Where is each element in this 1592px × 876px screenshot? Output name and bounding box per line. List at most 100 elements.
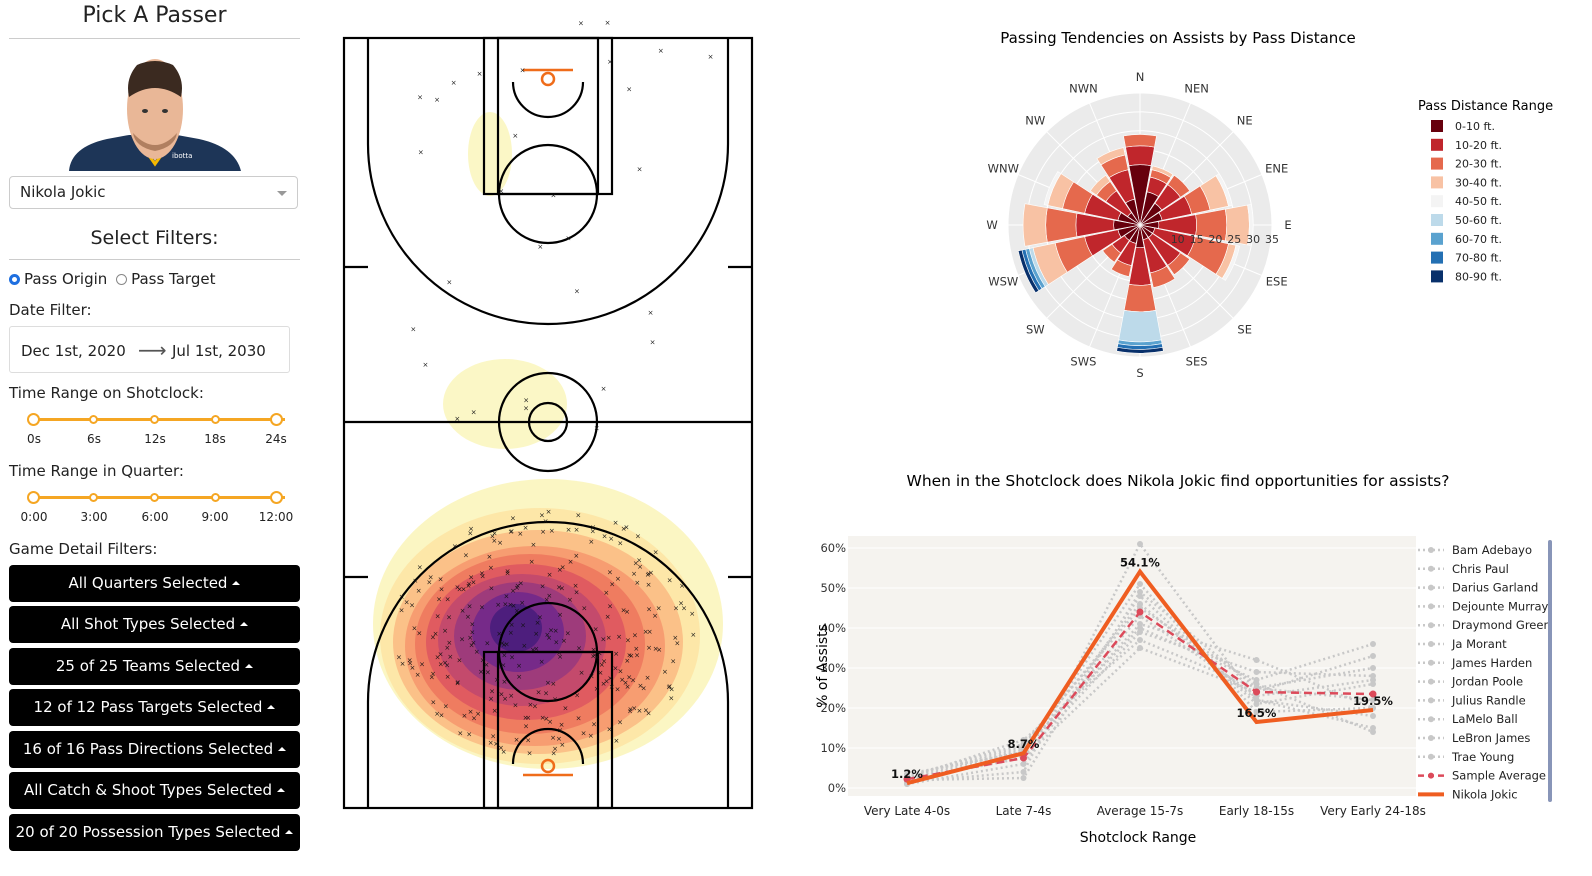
series-point[interactable] <box>1020 775 1027 781</box>
legend-label[interactable]: 30-40 ft. <box>1455 176 1502 189</box>
legend-label[interactable]: 20-30 ft. <box>1455 158 1502 171</box>
legend-label[interactable]: Draymond Green <box>1452 618 1551 632</box>
polar-bar-segment[interactable] <box>1022 203 1048 247</box>
polar-bar-segment[interactable] <box>1017 249 1040 294</box>
polar-bar-segment[interactable] <box>1116 347 1164 354</box>
pass-target-radio[interactable] <box>116 274 128 285</box>
series-point[interactable] <box>1137 581 1143 587</box>
polar-bar-segment[interactable] <box>1167 252 1191 276</box>
quarter-min-handle[interactable] <box>27 491 40 504</box>
legend-label[interactable]: Ja Morant <box>1451 637 1507 651</box>
series-line[interactable] <box>906 594 1374 786</box>
polar-bar-segment[interactable] <box>1125 145 1155 167</box>
polar-bar-segment[interactable] <box>1043 171 1062 206</box>
legend-label[interactable]: Darius Garland <box>1452 581 1538 595</box>
legend-label[interactable]: LaMelo Ball <box>1452 712 1518 726</box>
legend-swatch[interactable] <box>1431 176 1443 189</box>
catch-shoot-filter-button[interactable]: All Catch & Shoot Types Selected <box>9 772 300 809</box>
series-point[interactable] <box>1253 657 1260 663</box>
series-line[interactable] <box>906 606 1374 778</box>
polar-bar-segment[interactable] <box>1118 309 1162 343</box>
legend-swatch[interactable] <box>1431 270 1443 283</box>
legend-label[interactable]: 60-70 ft. <box>1455 233 1502 246</box>
date-range-picker[interactable]: Dec 1st, 2020 ⟶ Jul 1st, 2030 <box>9 326 290 373</box>
legend-label[interactable]: 50-60 ft. <box>1455 214 1502 227</box>
series-point[interactable] <box>1137 625 1143 631</box>
legend-swatch[interactable] <box>1431 195 1443 208</box>
series-line[interactable] <box>906 630 1374 784</box>
legend-label[interactable]: 70-80 ft. <box>1455 252 1502 265</box>
series-point[interactable] <box>1136 608 1144 616</box>
series-point[interactable] <box>1369 690 1377 698</box>
legend-label[interactable]: Jordan Poole <box>1451 675 1523 689</box>
series-point[interactable] <box>1020 761 1027 767</box>
legend-label[interactable]: Julius Randle <box>1451 693 1526 707</box>
series-line[interactable] <box>906 568 1374 786</box>
quarter-max-handle[interactable] <box>270 491 283 504</box>
legend-swatch[interactable] <box>1431 120 1443 132</box>
legend-swatch[interactable] <box>1431 232 1443 245</box>
legend-label[interactable]: James Harden <box>1451 656 1532 670</box>
legend-label[interactable]: LeBron James <box>1452 731 1530 745</box>
polar-bar-segment[interactable] <box>1149 265 1176 289</box>
teams-filter-button[interactable]: 25 of 25 Teams Selected <box>9 648 300 685</box>
player-select[interactable]: Nikola Jokic <box>9 176 298 209</box>
series-point[interactable] <box>1253 701 1260 707</box>
pass-directions-filter-button[interactable]: 16 of 16 Pass Directions Selected <box>9 731 300 768</box>
pass-targets-filter-button[interactable]: 12 of 12 Pass Targets Selected <box>9 689 300 726</box>
series-point[interactable] <box>1137 589 1143 595</box>
polar-bar-segment[interactable] <box>1221 245 1240 281</box>
series-point[interactable] <box>1020 754 1027 762</box>
date-end-input[interactable]: Jul 1st, 2030 <box>172 342 266 360</box>
series-point[interactable] <box>1137 637 1143 643</box>
polar-bar-segment[interactable] <box>1123 134 1157 148</box>
shotclock-max-handle[interactable] <box>270 413 283 426</box>
series-point[interactable] <box>1370 729 1376 735</box>
polar-bar-segment[interactable] <box>1167 174 1191 198</box>
series-line[interactable] <box>906 602 1374 778</box>
polar-bar-segment[interactable] <box>1045 207 1078 243</box>
possession-types-filter-button[interactable]: 20 of 20 Possession Types Selected <box>9 814 300 851</box>
legend-swatch[interactable] <box>1431 214 1443 226</box>
legend-label[interactable]: Dejounte Murray <box>1452 599 1548 613</box>
series-point[interactable] <box>1137 541 1143 547</box>
pass-origin-radio[interactable] <box>9 274 20 285</box>
chevron-down-icon[interactable] <box>277 191 287 196</box>
line-legend[interactable]: Bam Adebayo Chris Paul Darius Garland Dejou… <box>1418 543 1551 801</box>
series-point[interactable] <box>1370 665 1376 671</box>
legend-swatch[interactable] <box>1431 157 1443 170</box>
series-point[interactable] <box>1370 653 1376 659</box>
shot-types-filter-button[interactable]: All Shot Types Selected <box>9 606 300 643</box>
legend-label[interactable]: 10-20 ft. <box>1455 139 1502 152</box>
legend-label[interactable]: 0-10 ft. <box>1455 120 1495 133</box>
series-point[interactable] <box>1370 697 1376 703</box>
polar-bar-segment[interactable] <box>1089 174 1111 196</box>
legend-label[interactable]: Bam Adebayo <box>1452 543 1532 557</box>
polar-bar-segment[interactable] <box>1102 243 1122 263</box>
polar-bar-segment[interactable] <box>1123 283 1157 312</box>
series-point[interactable] <box>1370 641 1376 647</box>
legend-label[interactable]: Trae Young <box>1451 750 1514 764</box>
polar-bar-segment[interactable] <box>1215 173 1233 207</box>
legend-scrollbar[interactable] <box>1548 540 1552 802</box>
date-start-input[interactable]: Dec 1st, 2020 <box>21 342 126 360</box>
series-point[interactable] <box>1370 673 1376 679</box>
series-point[interactable] <box>1253 688 1260 696</box>
polar-bar-segment[interactable] <box>1151 165 1174 178</box>
series-point[interactable] <box>1370 713 1376 719</box>
polar-bar-segment[interactable] <box>1247 204 1254 246</box>
quarters-filter-button[interactable]: All Quarters Selected <box>9 565 300 602</box>
series-point[interactable] <box>1253 669 1260 675</box>
legend-label[interactable]: Nikola Jokic <box>1452 787 1518 801</box>
legend-label[interactable]: 40-50 ft. <box>1455 195 1502 208</box>
legend-swatch[interactable] <box>1431 251 1443 264</box>
legend-label[interactable]: Chris Paul <box>1452 562 1509 576</box>
series-point[interactable] <box>1253 677 1260 683</box>
series-point[interactable] <box>1137 645 1143 651</box>
polar-bar-segment[interactable] <box>1110 259 1132 278</box>
legend-label[interactable]: 80-90 ft. <box>1455 270 1502 283</box>
legend-swatch[interactable] <box>1431 138 1443 151</box>
legend-label[interactable]: Sample Average <box>1452 769 1546 783</box>
series-line[interactable] <box>906 626 1374 780</box>
shotclock-min-handle[interactable] <box>27 413 40 426</box>
